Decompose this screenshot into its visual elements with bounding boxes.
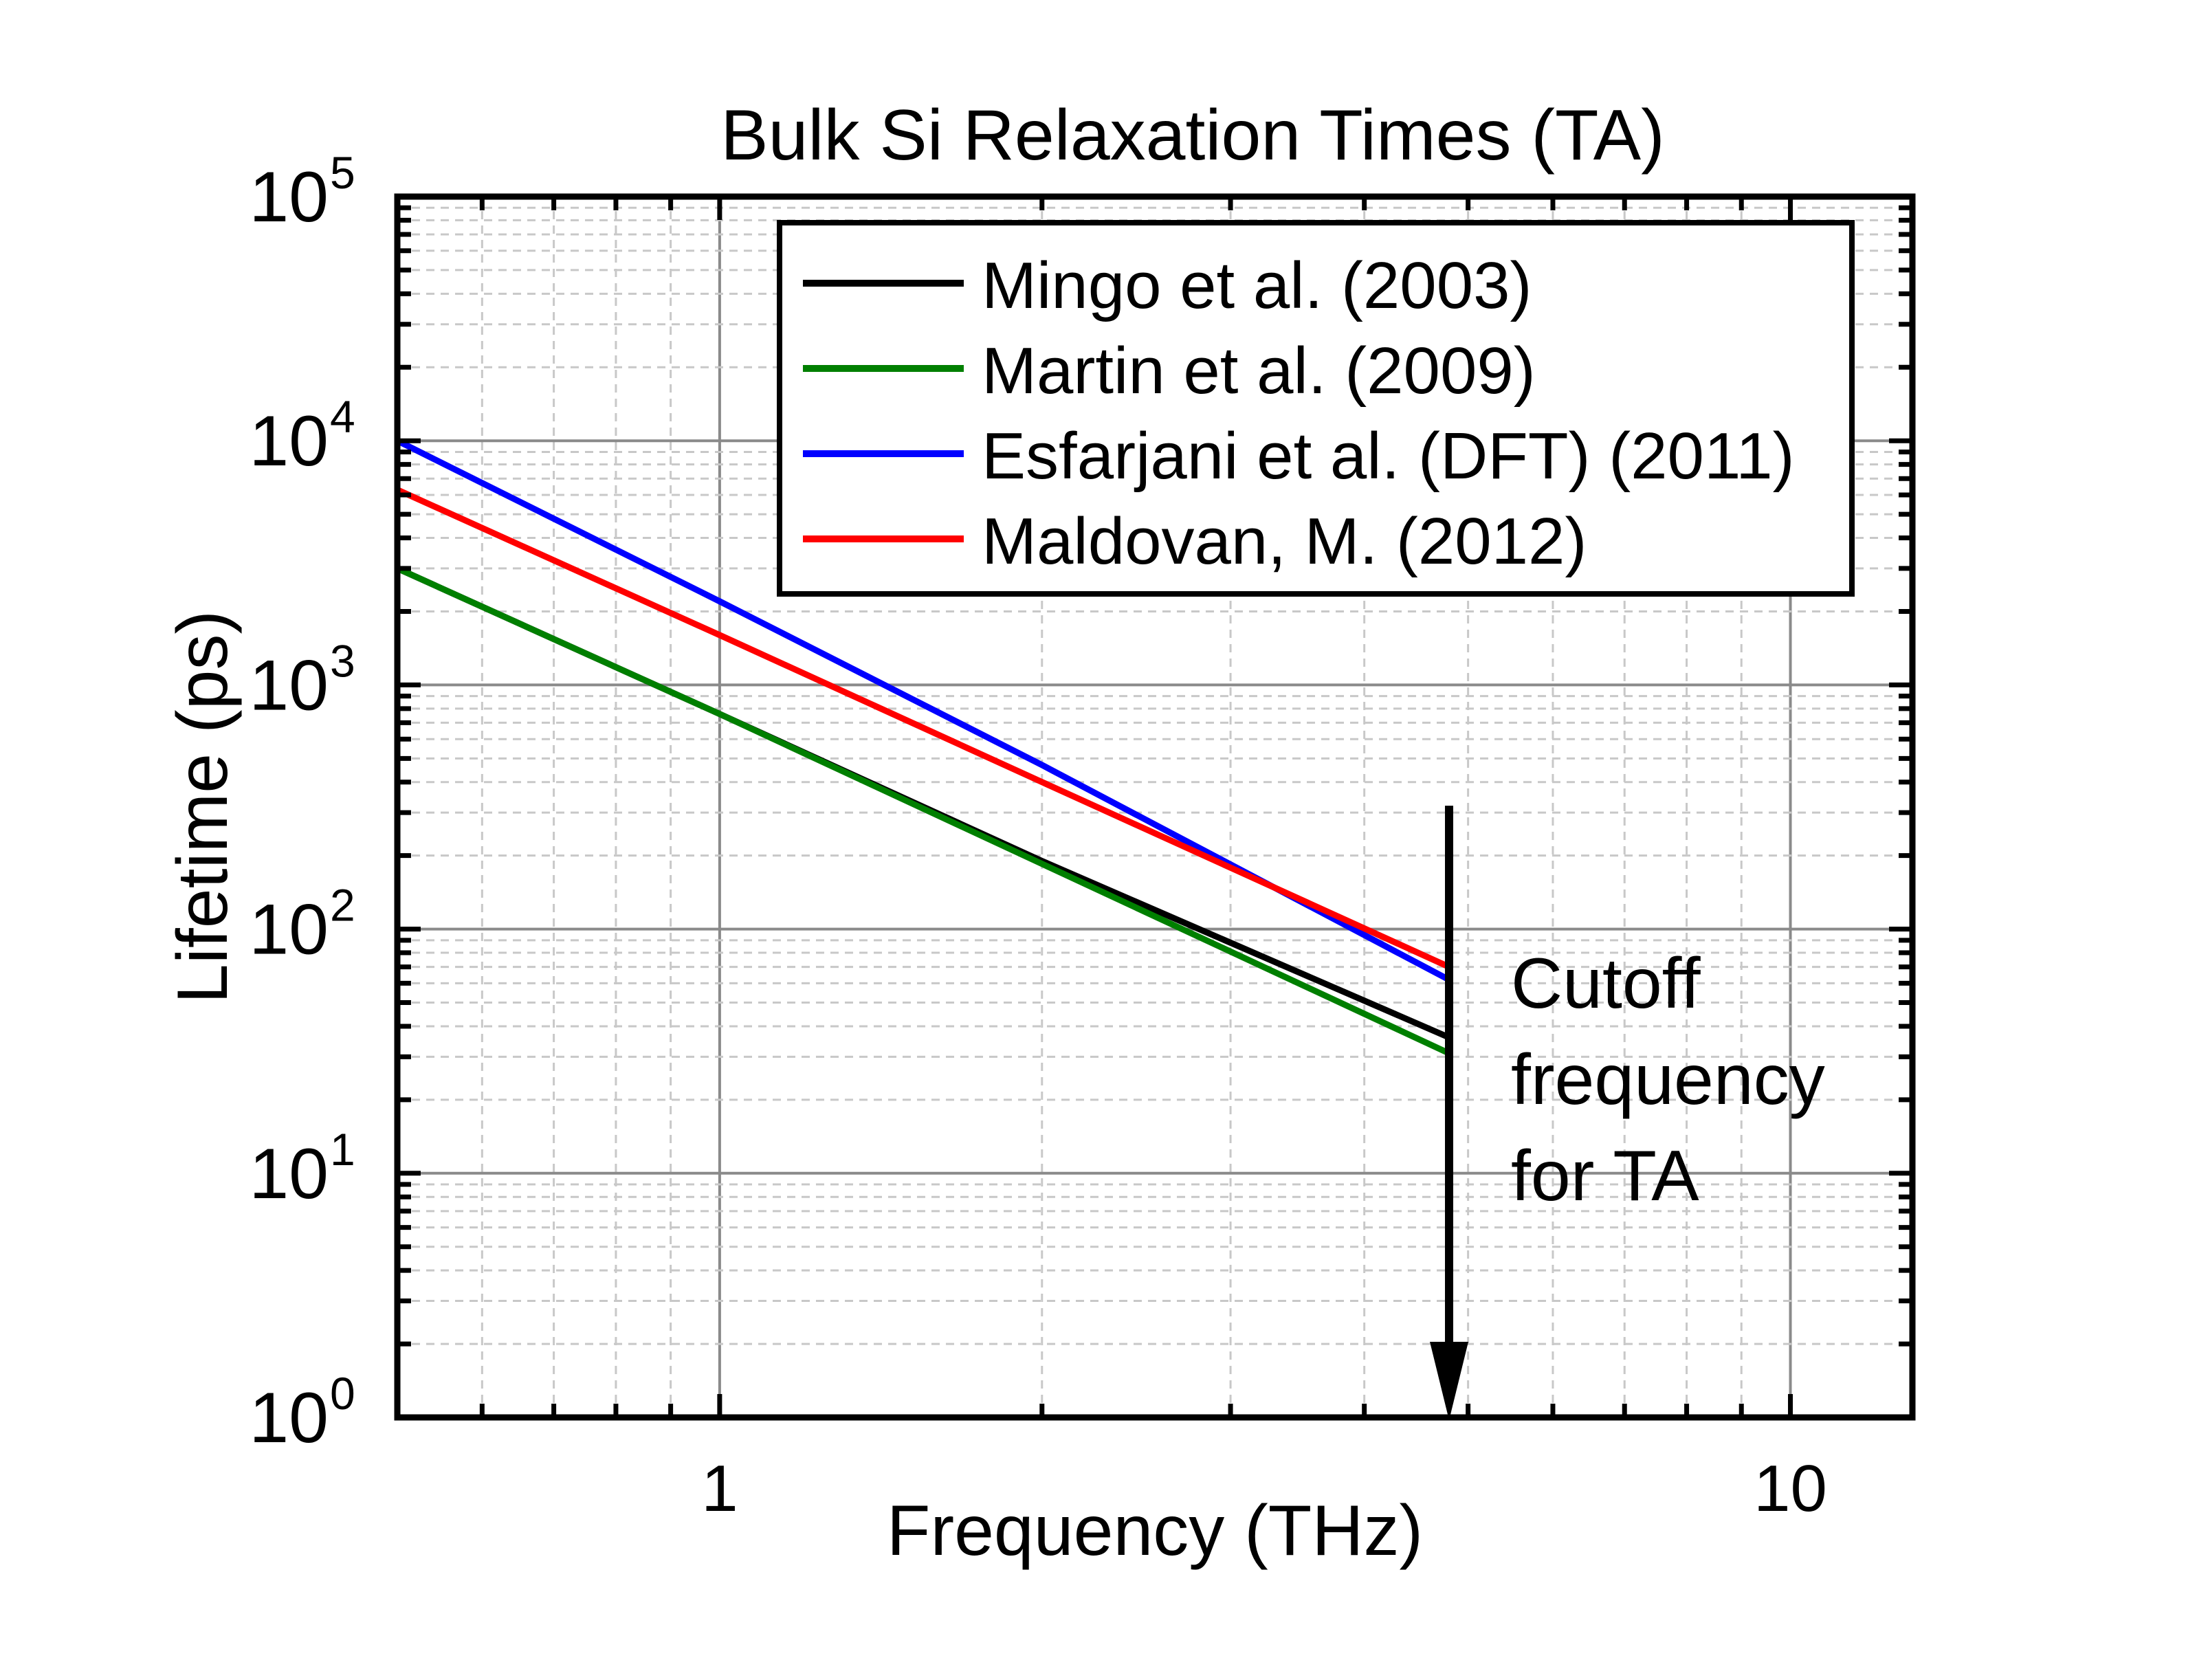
x-tick-label: 10 bbox=[1754, 1452, 1827, 1525]
x-tick-label: 1 bbox=[701, 1452, 738, 1525]
cutoff-annotation-line: Cutoff bbox=[1511, 944, 1701, 1024]
plot-frame bbox=[394, 193, 1916, 1421]
legend-label: Esfarjani et al. (DFT) (2011) bbox=[982, 419, 1795, 493]
legend-label: Mingo et al. (2003) bbox=[982, 249, 1532, 322]
annotation-layer: Cutoff frequency for TA bbox=[1430, 806, 1825, 1420]
legend-label: Maldovan, M. (2012) bbox=[982, 505, 1587, 578]
y-tick-label: 10 bbox=[249, 890, 329, 970]
legend-label: Martin et al. (2009) bbox=[982, 334, 1536, 408]
y-tick-label-exponent: 0 bbox=[330, 1368, 355, 1419]
y-tick-label: 10 bbox=[249, 645, 329, 725]
y-tick-label-exponent: 4 bbox=[330, 391, 355, 442]
y-axis-label: Lifetime (ps) bbox=[163, 610, 243, 1004]
series-line bbox=[396, 487, 1450, 970]
y-tick-label: 10 bbox=[249, 401, 329, 481]
y-tick-label-exponent: 1 bbox=[330, 1124, 355, 1175]
cutoff-annotation-line: for TA bbox=[1511, 1136, 1699, 1216]
series-line bbox=[396, 565, 1450, 1057]
cutoff-arrowhead bbox=[1430, 1342, 1469, 1420]
x-axis-label: Frequency (THz) bbox=[887, 1491, 1423, 1571]
legend: Mingo et al. (2003) Martin et al. (2009) E… bbox=[777, 220, 1855, 597]
y-tick-label: 10 bbox=[249, 1378, 329, 1458]
y-tick-label-exponent: 3 bbox=[330, 635, 355, 686]
series-layer bbox=[395, 438, 1451, 1057]
y-tick-label-exponent: 2 bbox=[330, 880, 355, 931]
y-tick-label: 10 bbox=[249, 157, 329, 237]
cutoff-annotation-line: frequency bbox=[1511, 1040, 1825, 1120]
chart-title: Bulk Si Relaxation Times (TA) bbox=[720, 96, 1665, 175]
y-tick-label: 10 bbox=[249, 1134, 329, 1214]
y-tick-label-exponent: 5 bbox=[330, 147, 355, 198]
